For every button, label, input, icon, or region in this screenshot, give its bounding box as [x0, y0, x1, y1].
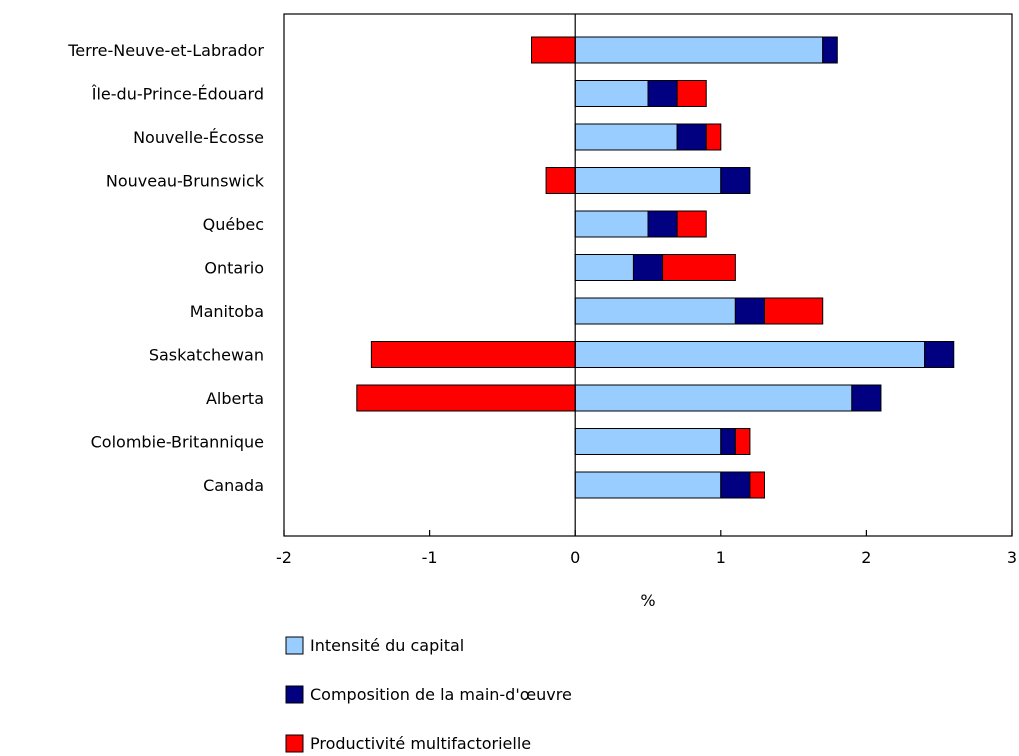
legend-label: Intensité du capital — [310, 636, 464, 655]
category-label: Nouveau-Brunswick — [106, 172, 265, 191]
bar-manitoba-series-1 — [574, 297, 736, 325]
bar-saskatchewan-series-3 — [370, 341, 576, 368]
bar-ile-du-prince-edouard-series-2 — [647, 80, 678, 107]
bar-canada-series-3 — [749, 471, 765, 499]
x-tick-label: -2 — [276, 548, 292, 567]
bar-alberta-series-2 — [851, 384, 882, 412]
bar-colombie-britannique-series-1 — [574, 428, 722, 455]
bar-colombie-britannique-series-2 — [720, 428, 736, 455]
bar-nouveau-brunswick-series-3 — [545, 167, 576, 194]
x-tick-label: 2 — [861, 548, 871, 567]
x-axis-ticks: -2 -1 0 1 2 3 — [276, 530, 1017, 567]
bar-manitoba-series-3 — [763, 297, 824, 325]
category-labels: Terre-Neuve-et-Labrador Île-du-Prince-Édo… — [67, 41, 264, 495]
bar-quebec-series-3 — [676, 210, 707, 238]
plot-frame — [283, 13, 1013, 537]
bar-nouveau-brunswick-series-2 — [720, 167, 751, 194]
category-label: Île-du-Prince-Édouard — [91, 85, 264, 104]
bar-nouveau-brunswick-series-1 — [574, 167, 722, 194]
legend-swatch — [285, 685, 304, 704]
x-tick-label: 3 — [1007, 548, 1017, 567]
category-label: Québec — [203, 215, 264, 234]
bar-manitoba-series-2 — [734, 297, 765, 325]
bar-terre-neuve-et-labrador-series-1 — [574, 36, 824, 64]
bar-saskatchewan-series-1 — [574, 341, 926, 368]
bar-terre-neuve-et-labrador-series-3 — [531, 36, 576, 64]
bars — [356, 36, 955, 499]
x-tick-label: 1 — [716, 548, 726, 567]
category-label: Terre-Neuve-et-Labrador — [67, 41, 264, 60]
legend-swatch — [285, 734, 304, 753]
category-label: Nouvelle-Écosse — [133, 128, 264, 147]
bar-nouvelle-ecosse-series-2 — [676, 123, 707, 151]
bar-canada-series-1 — [574, 471, 722, 499]
x-axis-title: % — [640, 591, 655, 610]
bar-alberta-series-3 — [356, 384, 576, 412]
bar-colombie-britannique-series-3 — [734, 428, 751, 455]
category-label: Saskatchewan — [149, 346, 264, 365]
x-tick-label: 0 — [570, 548, 580, 567]
bar-ontario-series-3 — [662, 254, 736, 281]
bar-nouvelle-ecosse-series-3 — [705, 123, 722, 151]
legend-label: Productivité multifactorielle — [310, 734, 531, 753]
category-label: Canada — [203, 476, 264, 495]
bar-quebec-series-2 — [647, 210, 678, 238]
legend-label: Composition de la main-d'œuvre — [310, 685, 572, 704]
bar-terre-neuve-et-labrador-series-2 — [822, 36, 838, 64]
bar-ontario-series-2 — [632, 254, 664, 281]
bar-ile-du-prince-edouard-series-3 — [676, 80, 707, 107]
category-label: Alberta — [206, 389, 264, 408]
bar-quebec-series-1 — [574, 210, 649, 238]
bar-alberta-series-1 — [574, 384, 853, 412]
legend: Intensité du capital Composition de la ma… — [285, 636, 572, 753]
category-label: Colombie-Britannique — [91, 433, 264, 452]
bar-ontario-series-1 — [574, 254, 634, 281]
bar-nouvelle-ecosse-series-1 — [574, 123, 678, 151]
bar-canada-series-2 — [720, 471, 751, 499]
bar-saskatchewan-series-2 — [924, 341, 955, 368]
category-label: Ontario — [204, 259, 264, 278]
x-tick-label: -1 — [422, 548, 438, 567]
legend-swatch — [285, 636, 304, 655]
bar-ile-du-prince-edouard-series-1 — [574, 80, 649, 107]
category-label: Manitoba — [190, 302, 264, 321]
